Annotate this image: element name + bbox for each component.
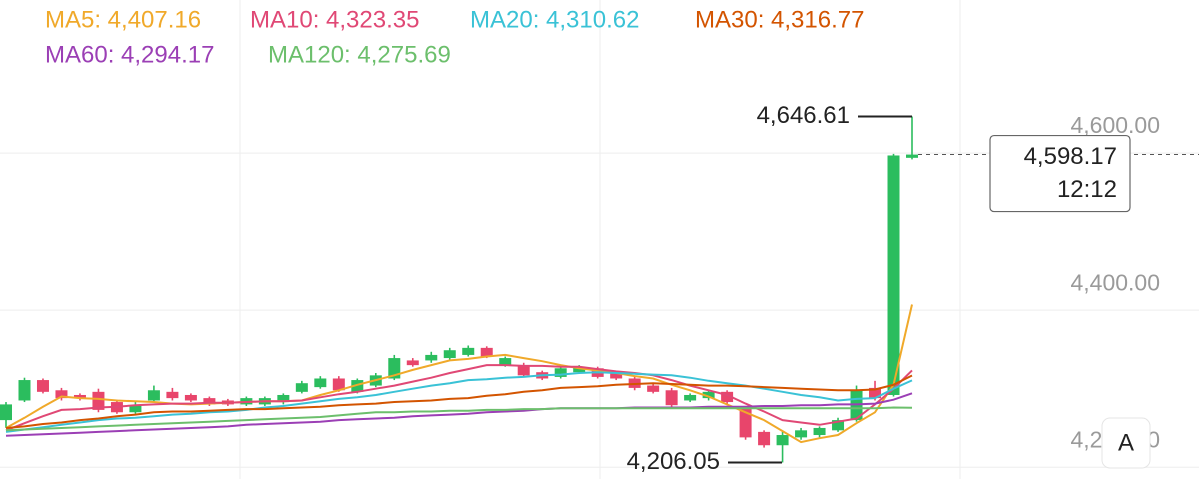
candle-body — [869, 387, 882, 399]
candle-body — [499, 358, 512, 366]
candle-body — [795, 430, 808, 438]
candle-body — [758, 431, 771, 446]
candle-body — [277, 394, 290, 403]
y-tick-label: 4,600.00 — [1070, 112, 1160, 138]
candle-body — [129, 405, 142, 413]
ma-line — [5, 392, 913, 437]
candle-body — [813, 427, 826, 436]
font-button[interactable]: A — [1118, 429, 1134, 456]
candle-body — [388, 358, 401, 379]
high-label: 4,646.61 — [757, 102, 850, 129]
candle-body — [166, 391, 179, 399]
candle-body — [480, 347, 493, 357]
candle-body — [406, 360, 419, 366]
candle-body — [721, 391, 734, 403]
candle-body — [203, 398, 216, 405]
candle-body — [573, 366, 586, 373]
candle-body — [554, 368, 567, 377]
ma-line — [5, 304, 913, 444]
legend-entry: MA5: 4,407.16 — [45, 6, 201, 33]
ma-line — [5, 406, 913, 432]
last-price-box — [989, 134, 1131, 213]
candle-body — [55, 390, 68, 399]
candle-body — [776, 435, 789, 446]
vertical-grid — [239, 0, 961, 479]
y-tick-label: 4,400.00 — [1070, 269, 1160, 295]
last-price-label: 4,598.17 — [1024, 143, 1117, 170]
legend-entry: MA20: 4,310.62 — [470, 6, 639, 33]
candle-body — [0, 404, 12, 421]
candle-body — [332, 378, 345, 391]
candle-body — [147, 390, 160, 401]
candle-body — [462, 347, 475, 355]
button-bg — [1101, 417, 1151, 469]
candle-body — [92, 391, 105, 410]
legend-entry: MA120: 4,275.69 — [268, 41, 451, 68]
candle-body — [295, 383, 308, 392]
ma-line — [5, 374, 913, 429]
candle-body — [832, 420, 845, 431]
ma-line — [5, 371, 913, 433]
candle-body — [425, 354, 438, 361]
candle-body — [610, 372, 623, 379]
candle-body — [647, 385, 660, 392]
candle-body — [887, 155, 900, 395]
legend-entry: MA30: 4,316.77 — [695, 6, 864, 33]
ma-line — [5, 364, 913, 432]
legend-entry: MA60: 4,294.17 — [45, 41, 214, 68]
candle-body — [739, 408, 752, 438]
candle-body — [702, 391, 715, 399]
candle-body — [517, 365, 530, 376]
candle-body — [18, 380, 31, 401]
candle-body — [443, 350, 456, 359]
candle-body — [314, 378, 327, 388]
candle-body — [351, 380, 364, 392]
candle-body — [684, 394, 697, 401]
candle-body — [36, 380, 49, 392]
candle-body — [665, 390, 678, 406]
candle-body — [184, 394, 197, 401]
last-price-time: 12:12 — [1057, 176, 1117, 203]
low-label: 4,206.05 — [627, 448, 720, 475]
candle-body — [73, 394, 86, 399]
legend-entry: MA10: 4,323.35 — [250, 6, 419, 33]
candle-body — [906, 154, 918, 158]
